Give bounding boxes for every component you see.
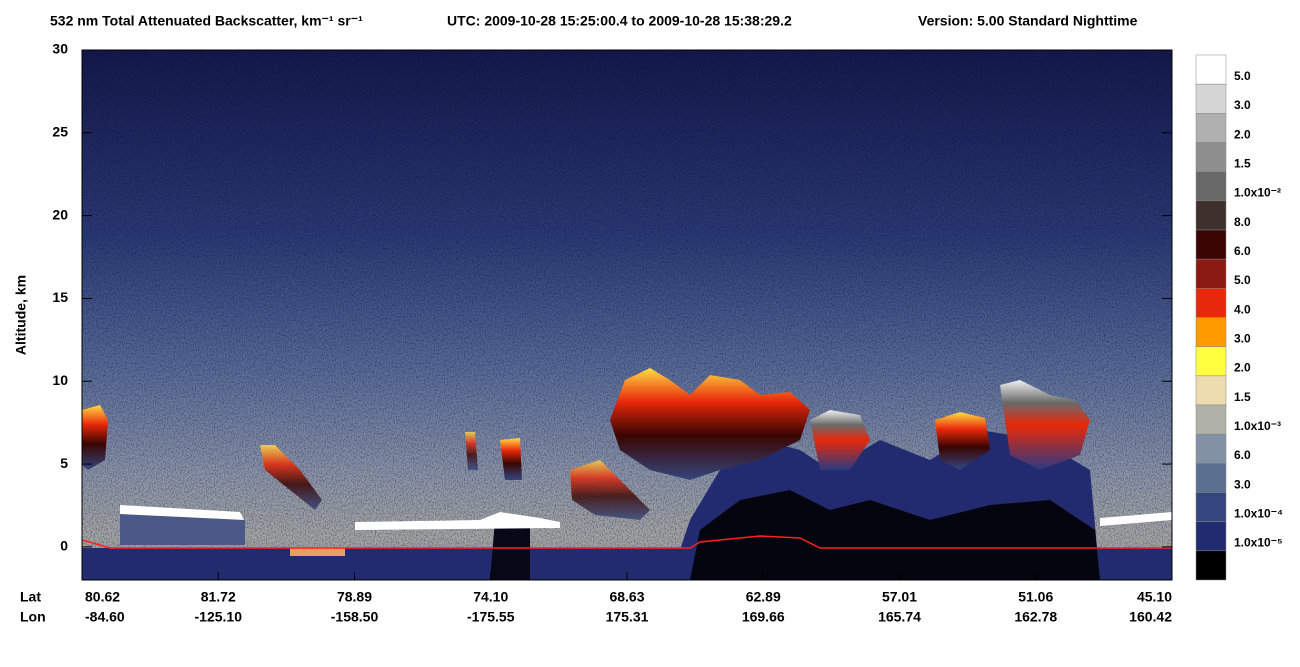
chart-subtitle: UTC: 2009-10-28 15:25:00.4 to 2009-10-28… bbox=[447, 13, 792, 29]
colorbar-swatch bbox=[1195, 433, 1227, 464]
y-tick-label: 15 bbox=[52, 289, 68, 305]
lon-label: 162.78 bbox=[1014, 609, 1057, 625]
y-tick-label: 20 bbox=[52, 206, 68, 222]
colorbar-label: 1.0x10⁻³ bbox=[1234, 419, 1281, 433]
colorbar-label: 2.0 bbox=[1234, 127, 1251, 141]
colorbar-label: 3.0 bbox=[1234, 477, 1251, 491]
colorbar-label: 5.0 bbox=[1234, 273, 1251, 287]
lon-label: -125.10 bbox=[195, 609, 243, 625]
lat-label: 78.89 bbox=[337, 589, 372, 605]
colorbar-label: 1.0x10⁻² bbox=[1234, 186, 1281, 200]
lon-label: 175.31 bbox=[606, 609, 649, 625]
colorbar-swatch bbox=[1195, 258, 1227, 289]
backscatter-image bbox=[82, 50, 1172, 580]
colorbar-swatch bbox=[1195, 288, 1227, 318]
y-tick-label: 5 bbox=[60, 455, 68, 471]
lat-label: 57.01 bbox=[882, 589, 917, 605]
y-tick-label: 25 bbox=[52, 124, 68, 140]
colorbar-label: 4.0 bbox=[1234, 302, 1251, 316]
lon-label: 165.74 bbox=[878, 609, 921, 625]
colorbar-label: 1.5 bbox=[1234, 157, 1251, 171]
x-row-label: Lon bbox=[20, 609, 46, 625]
y-axis-label: Altitude, km bbox=[13, 275, 29, 355]
colorbar-label: 1.5 bbox=[1234, 390, 1251, 404]
colorbar-label: 1.0x10⁻⁴ bbox=[1234, 507, 1283, 521]
colorbar-swatch bbox=[1195, 171, 1227, 202]
colorbar-swatch bbox=[1195, 346, 1227, 377]
lon-label: -175.55 bbox=[467, 609, 515, 625]
colorbar-swatch bbox=[1195, 317, 1227, 347]
lat-label: 68.63 bbox=[609, 589, 644, 605]
lat-label: 80.62 bbox=[85, 589, 120, 605]
colorbar-swatch bbox=[1195, 492, 1227, 522]
colorbar-label: 5.0 bbox=[1234, 69, 1251, 83]
colorbar-label: 6.0 bbox=[1234, 448, 1251, 462]
colorbar-swatch bbox=[1195, 229, 1227, 260]
colorbar-label: 2.0 bbox=[1234, 361, 1251, 375]
y-tick-label: 0 bbox=[60, 538, 68, 554]
colorbar-swatch bbox=[1195, 375, 1227, 406]
lat-label: 81.72 bbox=[201, 589, 236, 605]
colorbar-swatch bbox=[1195, 550, 1227, 581]
chart-title: 532 nm Total Attenuated Backscatter, km⁻… bbox=[50, 13, 363, 29]
y-tick-label: 30 bbox=[52, 41, 68, 57]
colorbar-swatch bbox=[1195, 521, 1227, 552]
colorbar-swatch bbox=[1195, 200, 1227, 231]
lat-label: 74.10 bbox=[473, 589, 508, 605]
lon-label: -84.60 bbox=[85, 609, 125, 625]
colorbar-label: 1.0x10⁻⁵ bbox=[1234, 536, 1283, 550]
colorbar-label: 6.0 bbox=[1234, 244, 1251, 258]
y-tick-label: 10 bbox=[52, 372, 68, 388]
colorbar-label: 3.0 bbox=[1234, 98, 1251, 112]
colorbar-swatch bbox=[1195, 83, 1227, 114]
colorbar-label: 8.0 bbox=[1234, 215, 1251, 229]
colorbar-swatch bbox=[1195, 113, 1227, 143]
colorbar-swatch bbox=[1195, 142, 1227, 172]
colorbar-swatch bbox=[1195, 404, 1227, 435]
colorbar-label: 3.0 bbox=[1234, 332, 1251, 346]
lat-label: 62.89 bbox=[746, 589, 781, 605]
lat-label: 51.06 bbox=[1018, 589, 1053, 605]
lon-label: -158.50 bbox=[331, 609, 379, 625]
colorbar-swatch bbox=[1195, 54, 1227, 85]
x-row-label: Lat bbox=[20, 589, 41, 605]
version-label: Version: 5.00 Standard Nighttime bbox=[918, 13, 1138, 29]
lat-label: 45.10 bbox=[1137, 589, 1172, 605]
colorbar: 5.0 3.0 2.0 1.5 1.0x10⁻² 8.0 6.0 5.0 4.0 3.0 2.0 1.… bbox=[1195, 54, 1283, 581]
lon-label: 160.42 bbox=[1129, 609, 1172, 625]
colorbar-swatch bbox=[1195, 463, 1227, 493]
lon-label: 169.66 bbox=[742, 609, 785, 625]
